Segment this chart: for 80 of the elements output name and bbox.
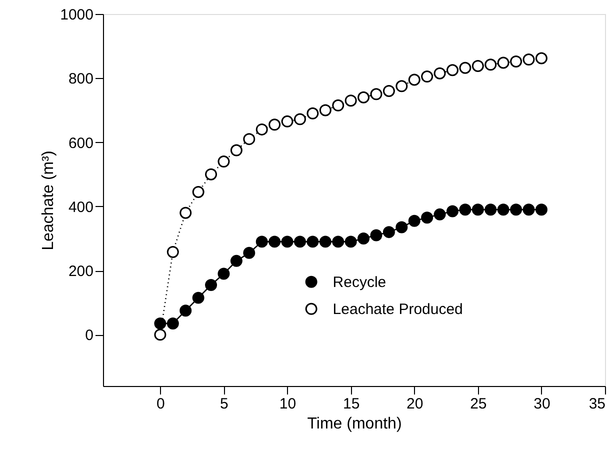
- point: [166, 317, 179, 330]
- point: [344, 236, 357, 248]
- point: [370, 229, 382, 242]
- point: [522, 54, 535, 66]
- point: [472, 204, 484, 216]
- y-tick-label: 1000: [60, 6, 94, 24]
- point: [421, 212, 434, 224]
- point: [382, 84, 395, 97]
- point: [256, 236, 268, 248]
- y-tick-label: 200: [68, 263, 94, 280]
- point: [268, 118, 281, 131]
- y-tick-label: 400: [68, 198, 94, 216]
- point: [535, 52, 548, 64]
- point: [294, 236, 306, 248]
- point: [396, 80, 408, 92]
- point: [205, 279, 218, 291]
- point: [484, 204, 497, 216]
- point: [522, 204, 535, 216]
- point: [459, 204, 472, 216]
- point: [484, 58, 497, 71]
- y-tick-label: 600: [68, 134, 94, 152]
- x-tick-label: 30: [534, 396, 550, 412]
- x-tick-label: 20: [406, 396, 424, 412]
- point: [332, 236, 344, 248]
- point: [192, 292, 204, 304]
- point: [218, 268, 230, 280]
- point: [332, 99, 344, 112]
- point: [281, 236, 294, 248]
- point: [396, 221, 408, 234]
- x-tick-label: 5: [220, 396, 228, 412]
- y-tick-label: 800: [68, 70, 94, 88]
- point: [408, 74, 420, 86]
- point: [382, 226, 395, 238]
- legend-label: Leachate Produced: [332, 300, 463, 318]
- point: [510, 204, 522, 216]
- point: [319, 104, 332, 116]
- point: [192, 186, 204, 198]
- point: [243, 133, 256, 146]
- point: [268, 236, 281, 248]
- point: [358, 91, 370, 104]
- point: [154, 317, 166, 330]
- point: [319, 236, 332, 248]
- point: [230, 144, 242, 156]
- point: [408, 214, 420, 227]
- point: [243, 246, 256, 259]
- point: [166, 246, 179, 258]
- point: [434, 208, 446, 220]
- y-tick-label: 0: [85, 327, 94, 344]
- point: [497, 56, 510, 69]
- x-tick-label: 15: [342, 396, 360, 412]
- x-tick-label: 35: [588, 396, 606, 412]
- point: [180, 206, 192, 219]
- point: [446, 205, 458, 218]
- point: [344, 94, 357, 107]
- x-axis-title: Time (month): [307, 416, 402, 432]
- point: [421, 70, 434, 83]
- x-tick-label: 0: [156, 396, 165, 412]
- point: [205, 168, 218, 180]
- point: [459, 62, 472, 74]
- x-tick-label: 25: [470, 396, 487, 412]
- point: [510, 55, 522, 68]
- point: [306, 107, 319, 120]
- point: [434, 67, 446, 80]
- y-axis-title: Leachate (m³): [40, 150, 58, 250]
- point: [230, 254, 242, 267]
- point: [256, 123, 268, 136]
- point: [358, 232, 370, 244]
- point: [472, 60, 484, 72]
- x-tick-label: 10: [279, 396, 296, 412]
- point: [446, 64, 458, 76]
- legend-label: Recycle: [332, 274, 386, 291]
- point: [535, 204, 548, 216]
- point: [306, 236, 319, 248]
- point: [294, 113, 306, 126]
- point: [218, 156, 230, 168]
- point: [370, 88, 382, 100]
- point: [180, 304, 192, 317]
- point: [497, 204, 510, 216]
- point: [281, 115, 294, 128]
- point: [154, 328, 166, 341]
